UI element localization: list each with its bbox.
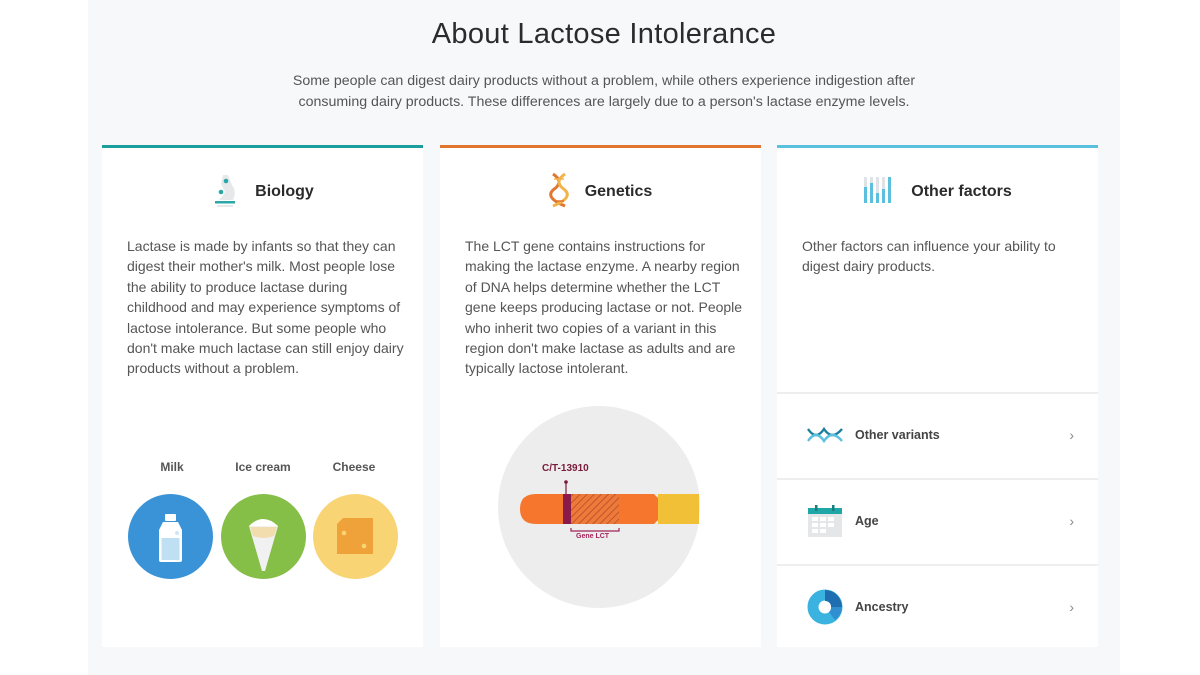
dna-helix-icon: [548, 172, 569, 213]
page-intro: Some people can digest dairy products wi…: [292, 73, 916, 110]
calendar-icon: [805, 501, 845, 541]
genetics-card-header: Genetics: [440, 172, 761, 212]
dna-strand-icon: [805, 415, 845, 455]
genetics-card-title: Genetics: [584, 183, 653, 200]
gene-label: Gene LCT: [576, 533, 610, 540]
other-factors-card-title: Other factors: [911, 183, 1012, 200]
food-label-ice-cream: Ice cream: [235, 460, 291, 474]
chevron-right-icon: ›: [1069, 427, 1074, 443]
page-container: About Lactose Intolerance Some people ca…: [88, 0, 1120, 675]
donut-chart-icon: [805, 587, 845, 627]
variant-label: C/T-13910: [542, 463, 589, 474]
cheese-icon: [313, 494, 398, 579]
chevron-right-icon: ›: [1069, 513, 1074, 529]
chevron-right-icon: ›: [1069, 599, 1074, 615]
other-factors-card-header: Other factors: [777, 172, 1098, 212]
other-factors-card: Other factors Other factors can influenc…: [777, 145, 1098, 647]
bar-chart-icon: [863, 175, 895, 210]
factor-row-ancestry[interactable]: Ancestry ›: [777, 564, 1098, 648]
factor-row-age[interactable]: Age ›: [777, 478, 1098, 562]
milk-bottle-icon: [128, 494, 213, 579]
other-factors-card-body: Other factors can influence your ability…: [802, 238, 1056, 275]
genetics-card-body: The LCT gene contains instructions for m…: [465, 238, 743, 377]
factor-row-other-variants[interactable]: Other variants ›: [777, 392, 1098, 476]
food-label-cheese: Cheese: [332, 460, 376, 474]
biology-card: Biology Lactase is made by infants so th…: [102, 145, 423, 647]
factor-label: Age: [855, 514, 879, 528]
genetics-card: Genetics The LCT gene contains instructi…: [440, 145, 761, 647]
page-title: About Lactose Intolerance: [431, 18, 777, 50]
chromosome-diagram: C/T-13910 Gene LCT: [498, 406, 700, 608]
microscope-icon: [211, 172, 239, 213]
factor-label: Other variants: [855, 428, 940, 442]
biology-card-body: Lactase is made by infants so that they …: [127, 238, 404, 377]
biology-card-header: Biology: [102, 172, 423, 212]
dairy-foods: Milk Ice cream Cheese: [128, 460, 398, 579]
biology-card-title: Biology: [255, 183, 314, 200]
factor-label: Ancestry: [855, 600, 909, 614]
ice-cream-icon: [220, 494, 306, 579]
food-label-milk: Milk: [160, 460, 184, 474]
